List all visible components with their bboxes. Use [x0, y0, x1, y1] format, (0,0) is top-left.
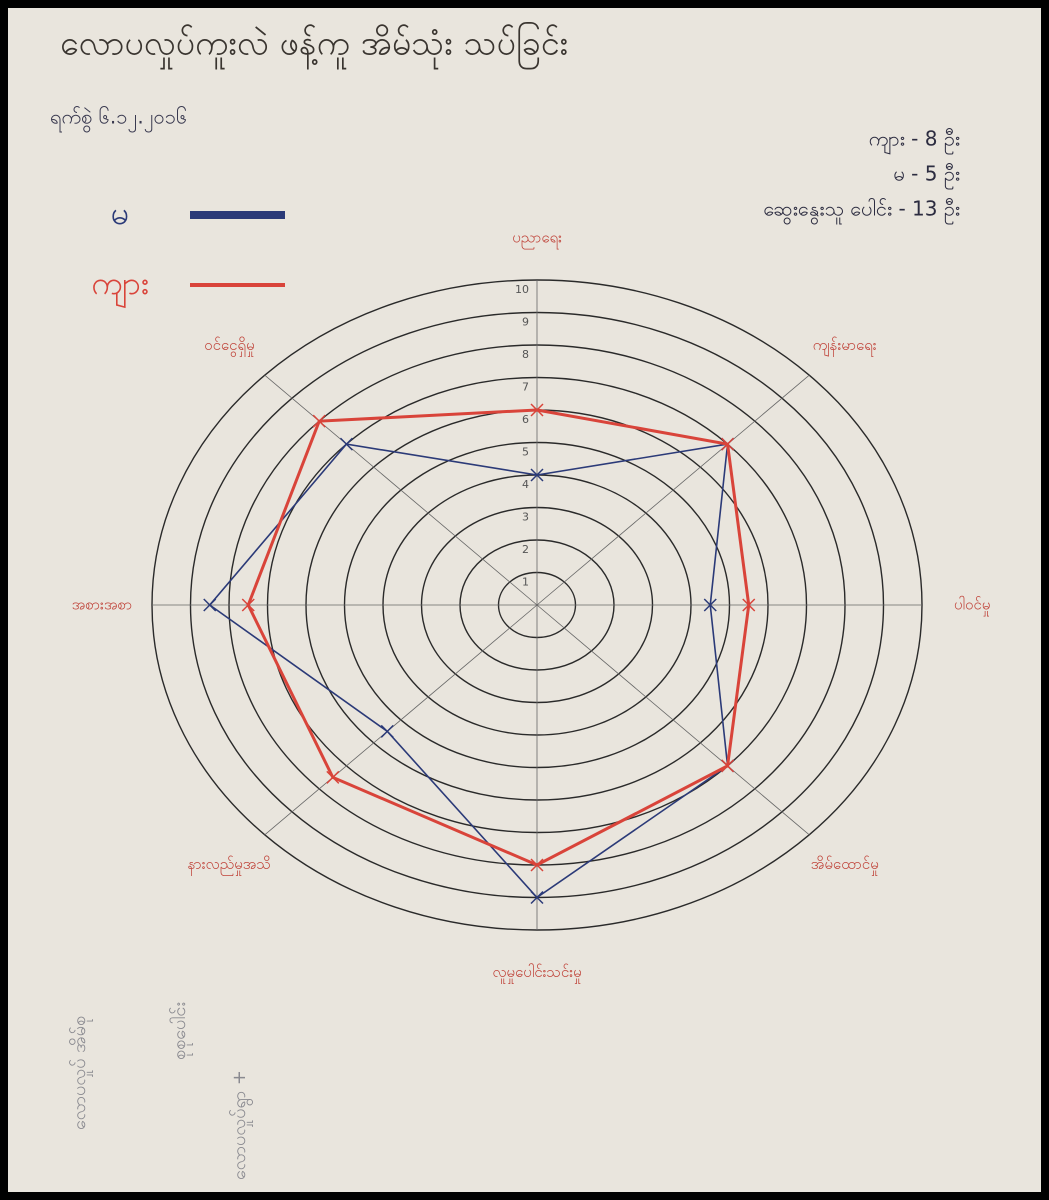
r-tick-label: 10 — [515, 283, 529, 296]
date: ရက်စွဲ ၆.၁၂.၂၀၁၆ — [50, 105, 187, 133]
category-label: အစားအစာ — [72, 596, 133, 614]
chart: လောပလှုပ်ကူးလဲ ဖန့်ကူ အိမ်သုံး သပ်ခြင်း … — [0, 0, 1049, 1200]
r-tick-label: 5 — [522, 446, 529, 459]
count-annotation: ကျား - 8 ဦး — [869, 127, 960, 155]
count-annotation: ဆွေးနွေးသူ ပေါင်း - 13 ဦး — [763, 197, 960, 225]
r-tick-label: 7 — [522, 381, 529, 394]
category-label: အိမ်ထောင်မှု — [811, 855, 879, 876]
note: လောပလှုပ် အိမ်စု — [69, 1016, 93, 1130]
r-tick-label: 3 — [522, 511, 529, 524]
chart-title: လောပလှုပ်ကူးလဲ ဖန့်ကူ အိမ်သုံး သပ်ခြင်း — [60, 24, 568, 70]
r-tick-label: 2 — [522, 543, 529, 556]
category-label: ကျန်းမာရေး — [813, 336, 877, 357]
category-label: ပညာရေး — [512, 228, 562, 249]
legend-label: မ — [111, 194, 129, 232]
r-tick-label: 1 — [522, 576, 529, 589]
r-tick-label: 8 — [522, 348, 529, 361]
category-label: ပါဝင်မှု — [954, 596, 990, 617]
category-label: ဝင်ငွေရှိမှု — [204, 336, 254, 357]
r-tick-label: 6 — [522, 413, 529, 426]
note: စုစုပေါင်း — [169, 1002, 193, 1060]
count-annotation: မ - 5 ဦး — [893, 162, 960, 190]
r-tick-label: 4 — [522, 478, 529, 491]
paper — [4, 4, 1045, 1196]
category-label: လူမှုပေါင်းသင်းမှု — [492, 963, 581, 984]
legend-label: ကျား — [91, 264, 149, 308]
r-tick-label: 9 — [522, 316, 529, 329]
note: လောပလှုပ်ရွာ + — [229, 1070, 253, 1180]
category-label: နားလည်မှုအသိ — [188, 855, 271, 876]
